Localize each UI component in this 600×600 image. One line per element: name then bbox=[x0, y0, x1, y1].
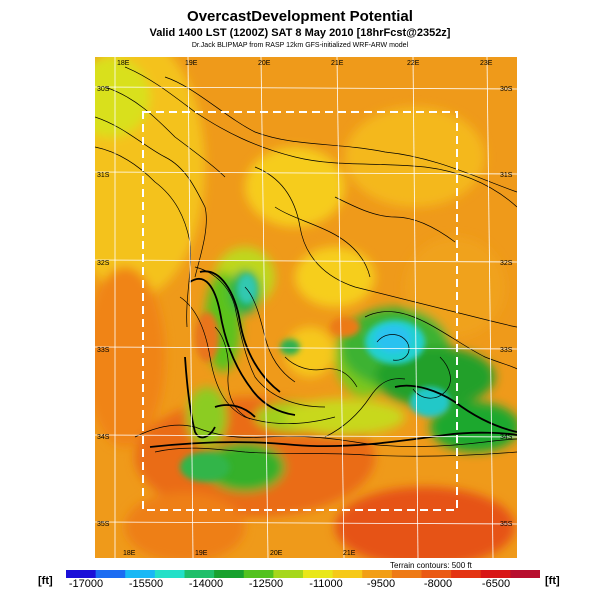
colorbar-tick-label: -15500 bbox=[128, 578, 164, 590]
forecast-map: 18E 19E 20E 21E 22E 23E 18E 19E 20E 21E … bbox=[95, 57, 517, 558]
colorbar-tick-label: -12500 bbox=[248, 578, 284, 590]
lon-label-top: 21E bbox=[331, 60, 344, 67]
lon-label-bottom: 21E bbox=[343, 550, 356, 557]
lat-label-right: 31S bbox=[500, 172, 513, 179]
colorbar-swatch bbox=[451, 570, 482, 578]
lat-label-left: 32S bbox=[97, 260, 110, 267]
colorbar-tick-label: -9500 bbox=[366, 578, 396, 590]
model-credit: Dr.Jack BLIPMAP from RASP 12km GFS-initi… bbox=[191, 42, 409, 49]
colorbar-tick-label: -8000 bbox=[423, 578, 453, 590]
chart-title: OvercastDevelopment Potential bbox=[187, 8, 413, 25]
bold-terrain-contours bbox=[149, 270, 517, 448]
lat-label-right: 33S bbox=[500, 347, 513, 354]
colorbar-swatch bbox=[243, 570, 274, 578]
terrain-contours bbox=[95, 66, 517, 457]
colorbar-swatch bbox=[510, 570, 540, 578]
lon-label-bottom: 18E bbox=[123, 550, 136, 557]
colorbar-tick-label: -17000 bbox=[68, 578, 104, 590]
lat-label-right: 34S bbox=[500, 434, 513, 441]
colorbar-swatch bbox=[184, 570, 215, 578]
valid-time-subtitle: Valid 1400 LST (1200Z) SAT 8 May 2010 [1… bbox=[149, 27, 451, 39]
colorbar-swatch bbox=[332, 570, 363, 578]
colorbar-swatch bbox=[214, 570, 245, 578]
lon-label-top: 23E bbox=[480, 60, 493, 67]
colorbar-unit-left: [ft] bbox=[38, 575, 53, 587]
colorbar-swatch bbox=[66, 570, 97, 578]
colorbar-swatch bbox=[480, 570, 511, 578]
inner-domain-box bbox=[142, 111, 458, 511]
lon-label-top: 18E bbox=[117, 60, 130, 67]
lon-label-bottom: 19E bbox=[195, 550, 208, 557]
lat-label-left: 34S bbox=[97, 434, 110, 441]
colorbar-swatch bbox=[391, 570, 423, 578]
colorbar-swatch bbox=[95, 570, 126, 578]
lat-label-right: 30S bbox=[500, 86, 513, 93]
lon-label-top: 20E bbox=[258, 60, 271, 67]
lon-label-top: 19E bbox=[185, 60, 198, 67]
colorbar-tick-label: -6500 bbox=[481, 578, 511, 590]
colorbar-unit-right: [ft] bbox=[545, 575, 560, 587]
colorbar-tick-label: -14000 bbox=[188, 578, 224, 590]
lat-label-left: 30S bbox=[97, 86, 110, 93]
graticule bbox=[95, 57, 517, 558]
lat-label-right: 32S bbox=[500, 260, 513, 267]
lat-label-left: 31S bbox=[97, 172, 110, 179]
lon-label-top: 22E bbox=[407, 60, 420, 67]
colorbar-swatch bbox=[273, 570, 304, 578]
lat-label-left: 35S bbox=[97, 521, 110, 528]
colorbar-swatch bbox=[303, 570, 334, 578]
colorbar bbox=[66, 570, 540, 578]
colorbar-tick-label: -11000 bbox=[309, 578, 343, 590]
lon-label-bottom: 20E bbox=[270, 550, 283, 557]
lat-label-right: 35S bbox=[500, 521, 513, 528]
colorbar-swatch bbox=[154, 570, 186, 578]
colorbar-swatch bbox=[362, 570, 393, 578]
terrain-contours-note: Terrain contours: 500 ft bbox=[390, 561, 472, 570]
colorbar-swatch bbox=[125, 570, 156, 578]
lat-label-left: 33S bbox=[97, 347, 110, 354]
colorbar-swatch bbox=[421, 570, 452, 578]
